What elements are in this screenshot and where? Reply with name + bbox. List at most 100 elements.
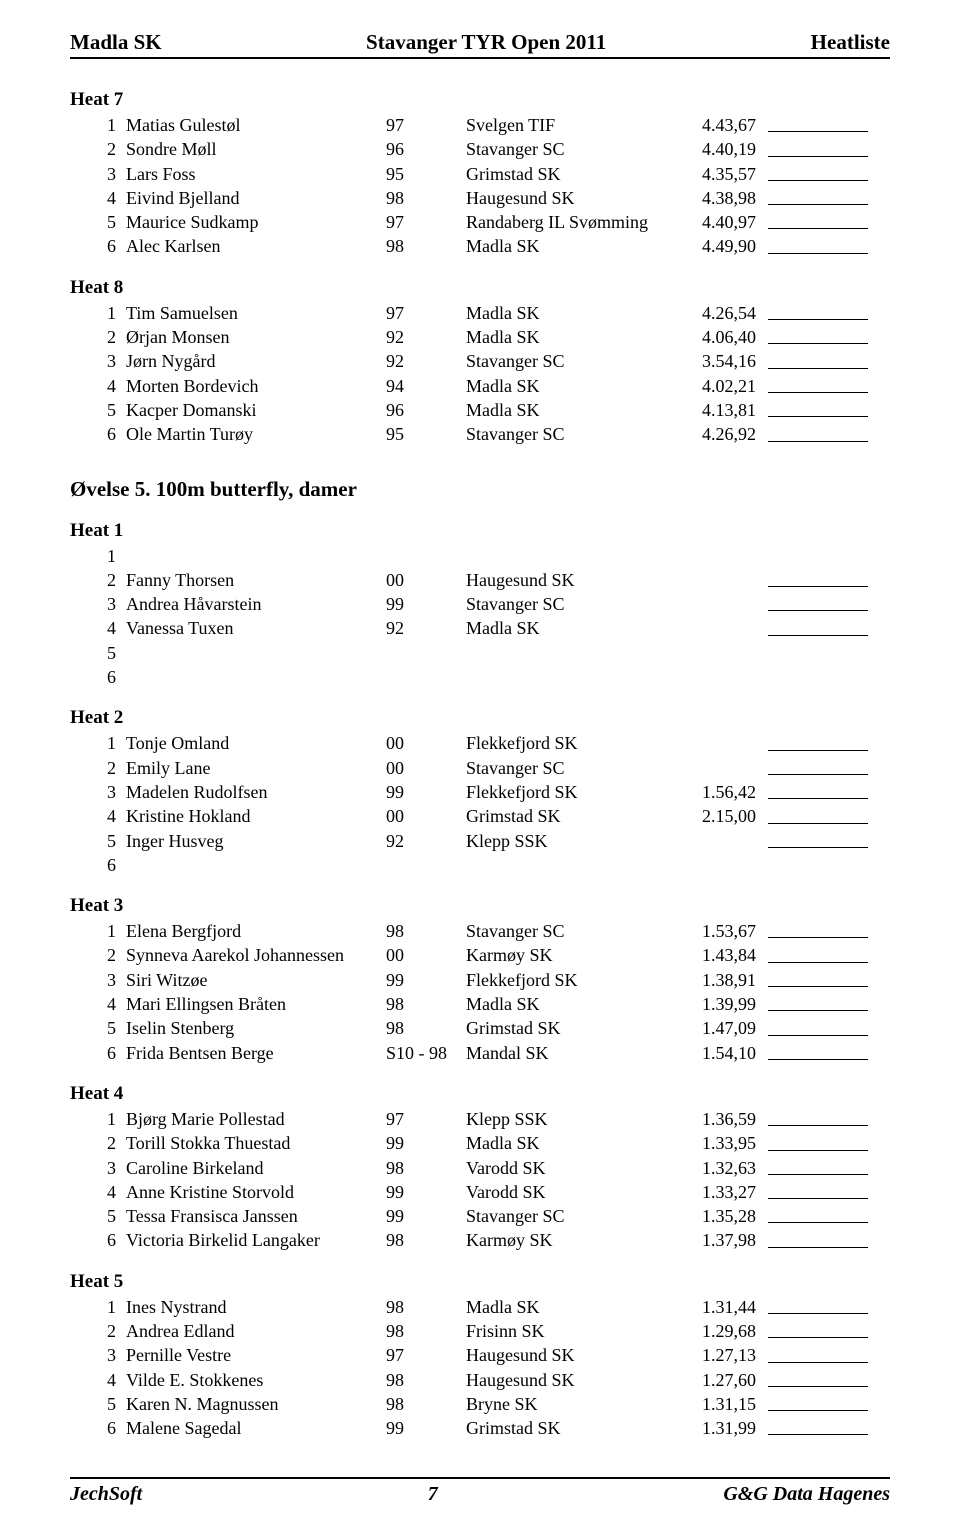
swimmer-name: Kacper Domanski	[126, 398, 386, 422]
lane-number: 4	[70, 1180, 126, 1204]
swimmer-name: Synneva Aarekol Johannessen	[126, 943, 386, 967]
swimmer-name: Siri Witzøe	[126, 968, 386, 992]
seed-time: 4.40,97	[676, 210, 768, 234]
heat-row: 2Ørjan Monsen92Madla SK4.06,40	[70, 325, 890, 349]
lane-number: 4	[70, 374, 126, 398]
heat-row: 2Torill Stokka Thuestad99Madla SK1.33,95	[70, 1131, 890, 1155]
seed-time	[676, 616, 768, 640]
lane-number: 3	[70, 968, 126, 992]
club-name: Madla SK	[466, 616, 676, 640]
heat-title: Heat 5	[70, 1271, 890, 1293]
seed-time: 1.33,27	[676, 1180, 768, 1204]
birth-year: 00	[386, 943, 466, 967]
heat-row: 3Pernille Vestre97Haugesund SK1.27,13	[70, 1343, 890, 1367]
result-line	[768, 1107, 878, 1131]
birth-year: 97	[386, 210, 466, 234]
heat-row: 6Ole Martin Turøy95Stavanger SC4.26,92	[70, 422, 890, 446]
seed-time: 1.33,95	[676, 1131, 768, 1155]
club-name	[466, 641, 676, 665]
lane-number: 2	[70, 1319, 126, 1343]
heat-row: 3Madelen Rudolfsen99Flekkefjord SK1.56,4…	[70, 780, 890, 804]
seed-time: 2.15,00	[676, 804, 768, 828]
seed-time: 1.35,28	[676, 1204, 768, 1228]
result-line	[768, 1319, 878, 1343]
heat-row: 3Jørn Nygård92Stavanger SC3.54,16	[70, 349, 890, 373]
swimmer-name: Anne Kristine Storvold	[126, 1180, 386, 1204]
birth-year: 98	[386, 1319, 466, 1343]
club-name: Stavanger SC	[466, 137, 676, 161]
birth-year: 92	[386, 325, 466, 349]
swimmer-name: Ole Martin Turøy	[126, 422, 386, 446]
birth-year: 92	[386, 616, 466, 640]
heat-block: Heat 31Elena Bergfjord98Stavanger SC1.53…	[70, 895, 890, 1065]
heat-row: 3Siri Witzøe99Flekkefjord SK1.38,91	[70, 968, 890, 992]
result-line	[768, 1295, 878, 1319]
heat-title: Heat 7	[70, 89, 890, 111]
lane-number: 4	[70, 186, 126, 210]
result-line	[768, 804, 878, 828]
heat-title: Heat 1	[70, 520, 890, 542]
heat-row: 2Synneva Aarekol Johannessen00Karmøy SK1…	[70, 943, 890, 967]
lane-number: 2	[70, 943, 126, 967]
result-line	[768, 919, 878, 943]
result-line	[768, 756, 878, 780]
birth-year	[386, 544, 466, 568]
heat-row: 1Elena Bergfjord98Stavanger SC1.53,67	[70, 919, 890, 943]
club-name: Randaberg IL Svømming	[466, 210, 676, 234]
heat-block: Heat 112Fanny Thorsen00Haugesund SK3Andr…	[70, 520, 890, 690]
swimmer-name: Tessa Fransisca Janssen	[126, 1204, 386, 1228]
seed-time: 4.13,81	[676, 398, 768, 422]
club-name: Madla SK	[466, 1295, 676, 1319]
birth-year: 97	[386, 113, 466, 137]
lane-number: 6	[70, 1416, 126, 1440]
result-line	[768, 544, 878, 568]
heat-row: 5Kacper Domanski96Madla SK4.13,81	[70, 398, 890, 422]
seed-time	[676, 592, 768, 616]
club-name: Madla SK	[466, 992, 676, 1016]
birth-year: 98	[386, 1368, 466, 1392]
birth-year	[386, 853, 466, 877]
club-name: Madla SK	[466, 398, 676, 422]
seed-time: 4.38,98	[676, 186, 768, 210]
lane-number: 5	[70, 829, 126, 853]
swimmer-name: Frida Bentsen Berge	[126, 1041, 386, 1065]
birth-year: 96	[386, 398, 466, 422]
result-line	[768, 1228, 878, 1252]
club-name	[466, 544, 676, 568]
club-name: Stavanger SC	[466, 422, 676, 446]
swimmer-name: Bjørg Marie Pollestad	[126, 1107, 386, 1131]
heat-title: Heat 8	[70, 277, 890, 299]
club-name: Varodd SK	[466, 1180, 676, 1204]
result-line	[768, 1416, 878, 1440]
club-name: Flekkefjord SK	[466, 731, 676, 755]
club-name: Flekkefjord SK	[466, 780, 676, 804]
swimmer-name: Pernille Vestre	[126, 1343, 386, 1367]
seed-time: 1.39,99	[676, 992, 768, 1016]
lane-number: 3	[70, 1156, 126, 1180]
swimmer-name: Ørjan Monsen	[126, 325, 386, 349]
club-name: Stavanger SC	[466, 756, 676, 780]
lane-number: 1	[70, 1295, 126, 1319]
birth-year: 98	[386, 234, 466, 258]
heat-row: 4Mari Ellingsen Bråten98Madla SK1.39,99	[70, 992, 890, 1016]
result-line	[768, 616, 878, 640]
lane-number: 6	[70, 665, 126, 689]
birth-year: 98	[386, 186, 466, 210]
club-name: Madla SK	[466, 325, 676, 349]
swimmer-name: Iselin Stenberg	[126, 1016, 386, 1040]
swimmer-name	[126, 641, 386, 665]
heat-row: 4Eivind Bjelland98Haugesund SK4.38,98	[70, 186, 890, 210]
heat-row: 3Andrea Håvarstein99Stavanger SC	[70, 592, 890, 616]
birth-year: 00	[386, 731, 466, 755]
club-name: Klepp SSK	[466, 1107, 676, 1131]
birth-year: 00	[386, 804, 466, 828]
swimmer-name: Mari Ellingsen Bråten	[126, 992, 386, 1016]
lane-number: 6	[70, 422, 126, 446]
birth-year	[386, 641, 466, 665]
birth-year: 98	[386, 1016, 466, 1040]
result-line	[768, 422, 878, 446]
birth-year: 98	[386, 1295, 466, 1319]
heat-row: 2Sondre Møll96Stavanger SC4.40,19	[70, 137, 890, 161]
swimmer-name: Tim Samuelsen	[126, 301, 386, 325]
club-name: Stavanger SC	[466, 592, 676, 616]
